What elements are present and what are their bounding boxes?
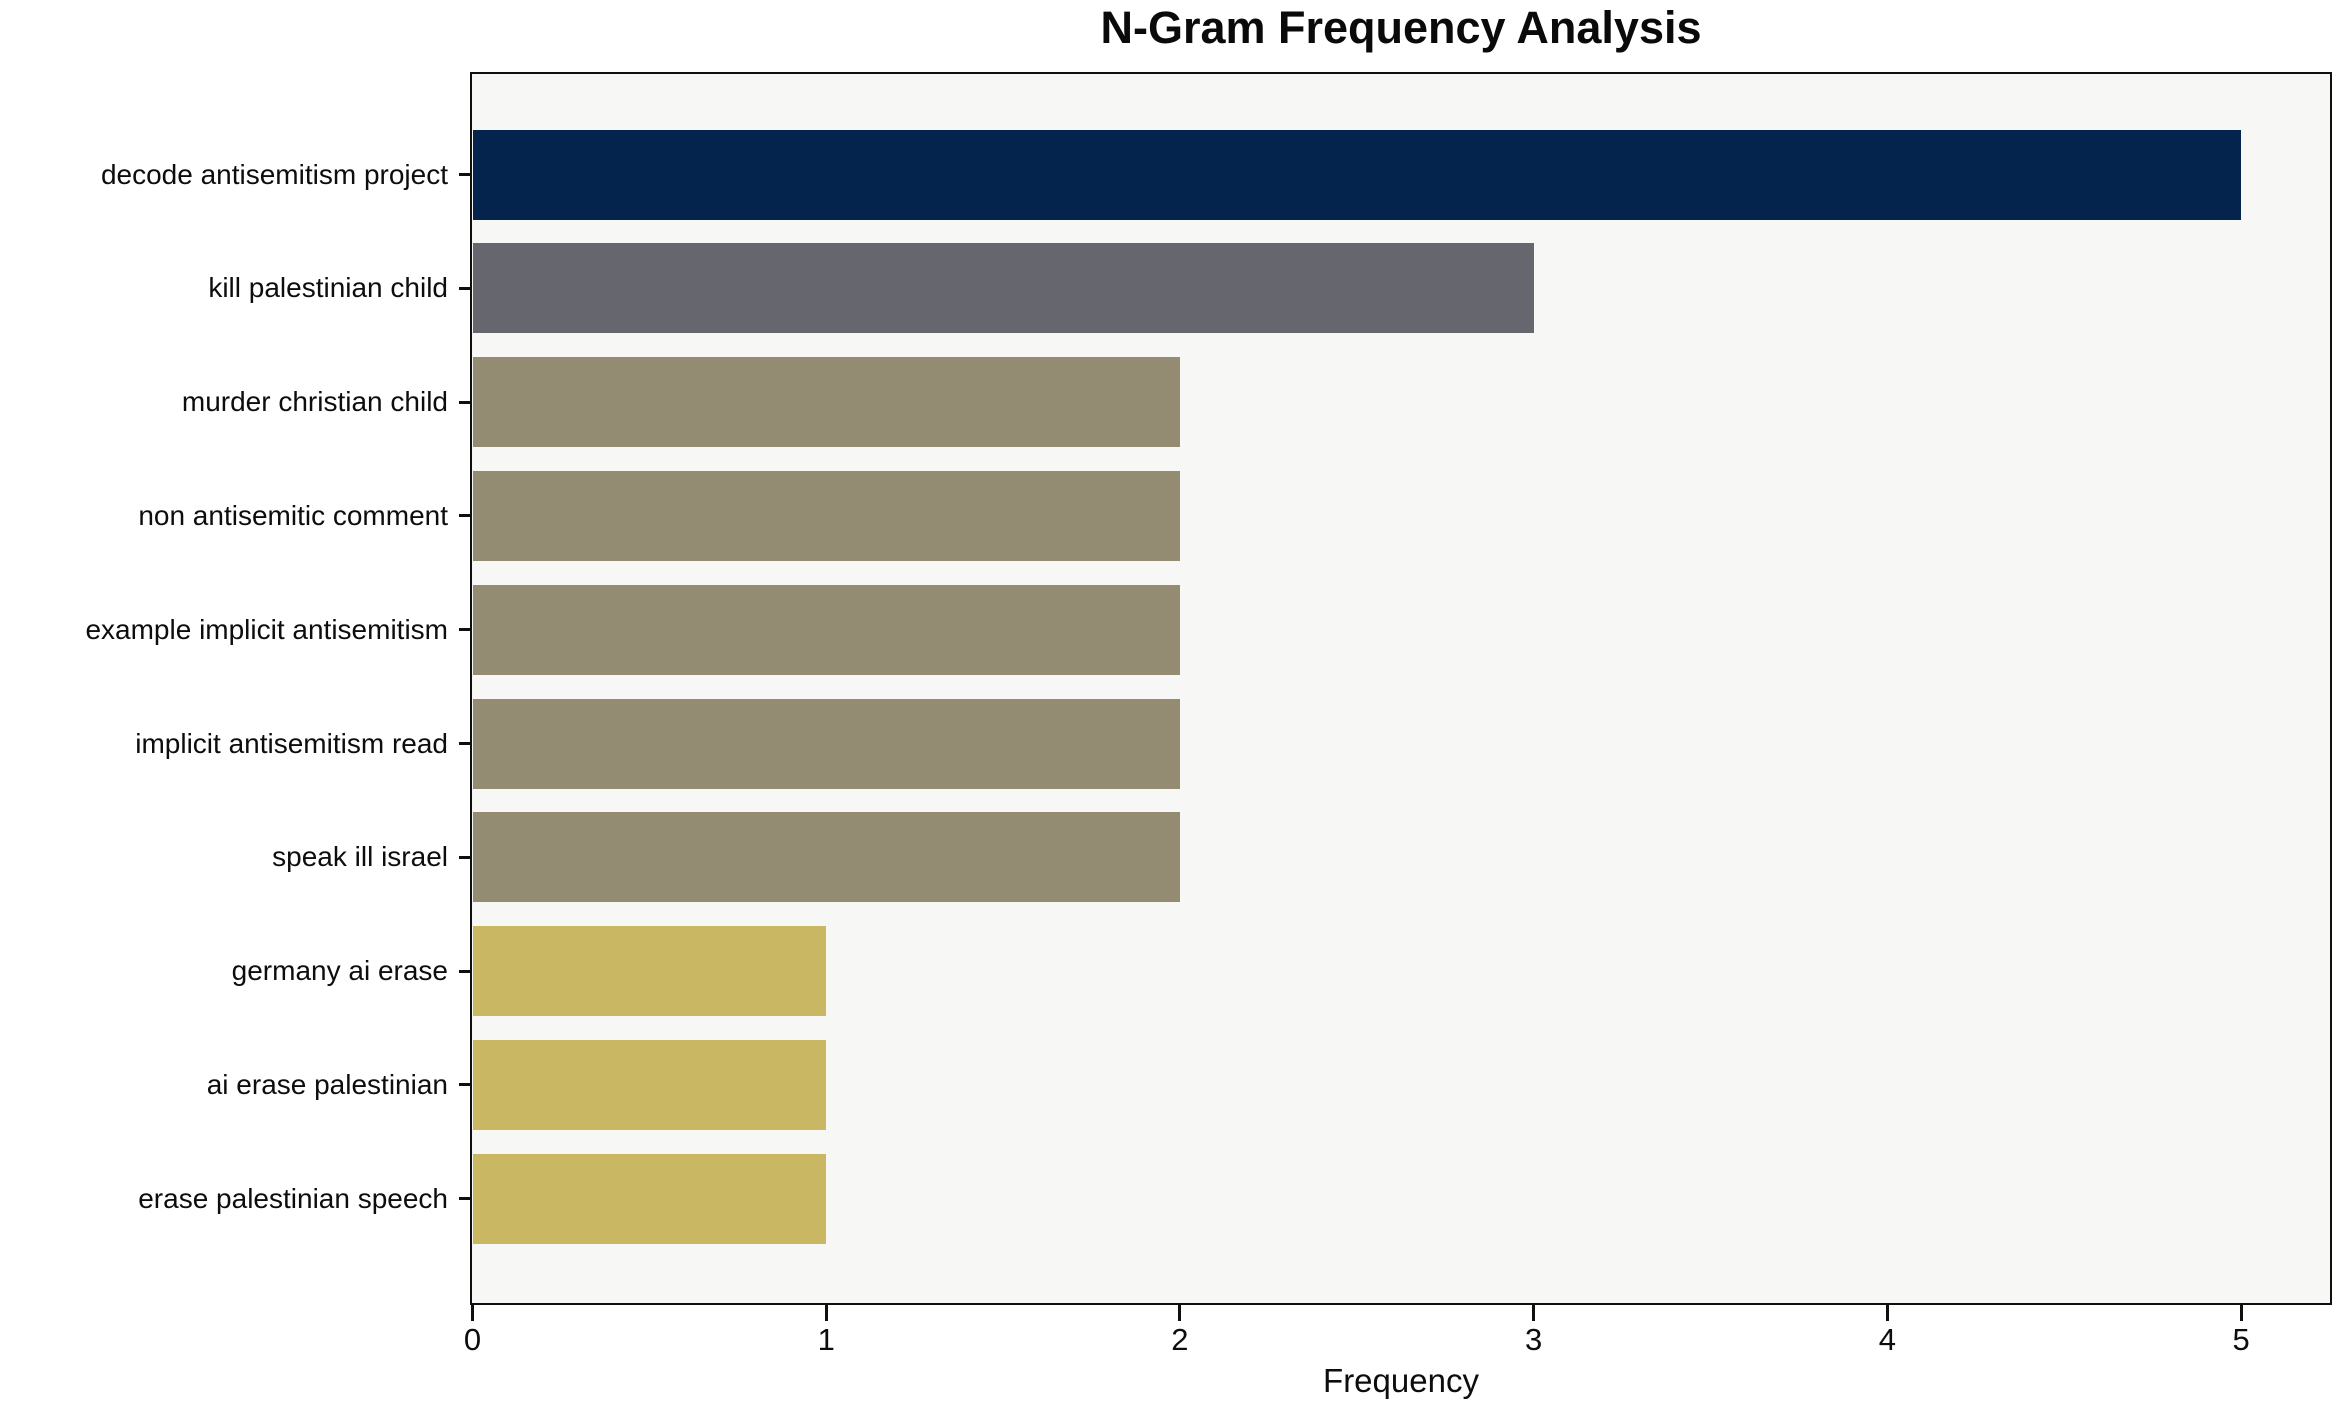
x-tick-label: 2 [1171, 1322, 1189, 1357]
y-tick-label: erase palestinian speech [138, 1182, 448, 1214]
bar [472, 1039, 827, 1130]
x-tick-mark [471, 1305, 474, 1321]
y-tick-label: implicit antisemitism read [135, 727, 448, 759]
y-tick-mark [459, 514, 470, 518]
y-tick-label: germany ai erase [231, 955, 448, 987]
y-tick-mark [459, 173, 470, 176]
y-tick-mark [459, 628, 470, 632]
x-tick-mark [1885, 1305, 1889, 1321]
bar [472, 812, 1180, 903]
bar [472, 584, 1180, 675]
bar [472, 243, 1534, 334]
y-tick-mark [459, 1083, 470, 1087]
x-tick-label: 4 [1878, 1322, 1896, 1357]
bar [472, 470, 1180, 561]
y-tick-mark [459, 1197, 470, 1201]
x-tick-mark [1532, 1305, 1536, 1321]
y-tick-label: murder christian child [181, 386, 448, 418]
x-tick-mark [824, 1305, 828, 1321]
y-tick-label: example implicit antisemitism [85, 613, 448, 645]
bar [472, 129, 2242, 220]
bar [472, 698, 1180, 789]
x-tick-mark [2239, 1305, 2243, 1321]
y-tick-label: non antisemitic comment [138, 499, 448, 531]
y-tick-mark [459, 969, 470, 973]
x-tick-label: 1 [817, 1322, 835, 1357]
x-tick-mark [1178, 1305, 1182, 1321]
x-tick-label: 3 [1525, 1322, 1543, 1357]
chart-title: N-Gram Frequency Analysis [1100, 2, 1702, 53]
y-tick-mark [459, 286, 470, 290]
y-tick-label: kill palestinian child [208, 272, 448, 304]
y-tick-mark [459, 855, 470, 859]
bar [472, 1153, 827, 1244]
y-tick-mark [459, 742, 470, 745]
y-tick-label: ai erase palestinian [206, 1068, 448, 1100]
bar [472, 357, 1180, 448]
x-axis-title: Frequency [1323, 1362, 1479, 1399]
y-tick-label: decode antisemitism project [100, 158, 448, 190]
y-tick-label: speak ill israel [272, 841, 448, 873]
y-tick-mark [459, 400, 470, 404]
x-tick-label: 0 [463, 1322, 482, 1357]
x-tick-label: 5 [2232, 1322, 2250, 1357]
bar [472, 926, 827, 1017]
